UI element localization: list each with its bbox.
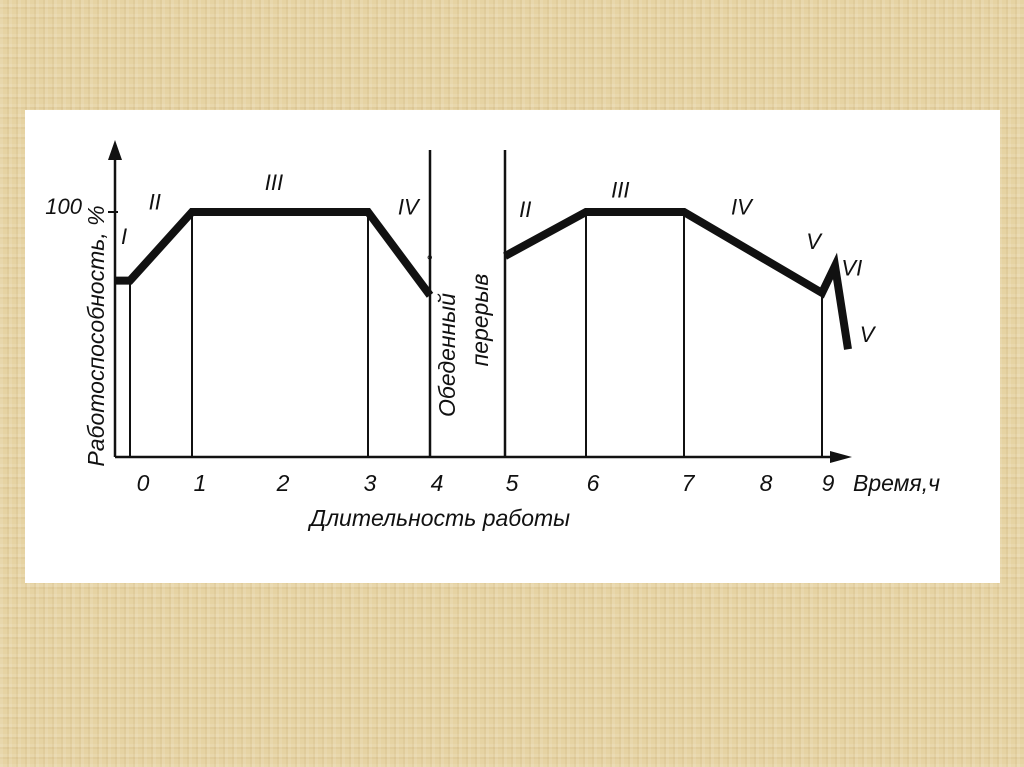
x-tick-label: 4 <box>431 470 444 496</box>
phase-label: III <box>611 177 629 202</box>
phase-label: V <box>860 322 877 347</box>
phase-label: IV <box>398 194 421 219</box>
x-tick-label: 0 <box>137 470 150 496</box>
y-tick-label: 100 <box>45 194 82 219</box>
x-tick-label: 2 <box>276 470 290 496</box>
break-marker: ° <box>426 253 433 270</box>
phase-label: II <box>149 190 161 215</box>
phase-label: I <box>121 224 127 249</box>
y-axis-label: Работоспособность, % <box>83 205 109 466</box>
x-tick-label: 1 <box>194 470 207 496</box>
phase-boundaries <box>129 212 823 457</box>
phase-label: V <box>806 229 823 254</box>
x-tick-label: 8 <box>760 470 773 496</box>
x-tick-label: 6 <box>587 470 600 496</box>
x-tick-label: 7 <box>682 470 696 496</box>
break-label-line2: перерыв <box>467 274 493 367</box>
x-axis-arrow <box>830 451 852 463</box>
x-axis-end-label: Время,ч <box>853 470 940 496</box>
axes: 100 0 1 2 3 4 5 6 7 8 9 <box>45 140 852 496</box>
series-line-after-lunch <box>503 208 852 350</box>
phase-label: VI <box>841 256 862 281</box>
x-axis-label: Длительность работы <box>307 505 570 531</box>
y-axis-arrow <box>108 140 122 160</box>
x-tick-label: 9 <box>822 470 835 496</box>
series-lines <box>115 208 852 350</box>
series-line-before-lunch <box>115 208 434 298</box>
slide-panel <box>25 110 1000 583</box>
phase-label: IV <box>731 194 754 219</box>
phase-label: II <box>519 197 531 222</box>
x-tick-label: 3 <box>364 470 377 496</box>
x-tick-label: 5 <box>506 470 519 496</box>
break-label-line1: Обеденный <box>434 293 460 417</box>
phase-label: III <box>265 170 283 195</box>
